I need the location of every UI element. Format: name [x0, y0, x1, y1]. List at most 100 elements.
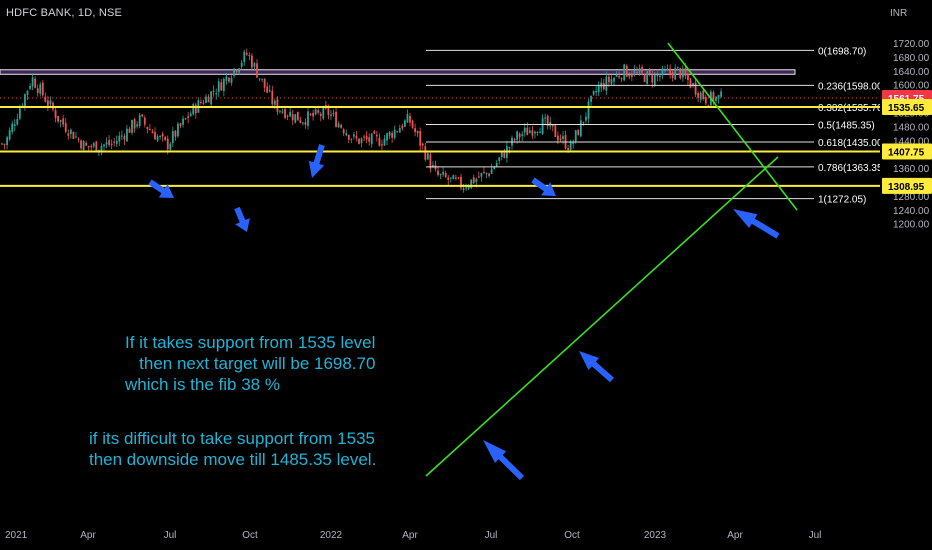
candle-body: [625, 65, 628, 77]
candle-body: [574, 130, 577, 142]
candle-body: [156, 136, 159, 141]
candle-body: [666, 69, 669, 71]
candle-body: [184, 118, 187, 120]
y-tick-label: 1680.00: [893, 53, 930, 64]
candle-body: [39, 84, 42, 94]
pointer-arrow: [148, 179, 174, 198]
note-downside: if its difficult to take support from 15…: [89, 429, 377, 469]
candle-body: [85, 142, 88, 146]
pointer-arrow: [483, 440, 525, 481]
candle-body: [363, 136, 365, 138]
candle-body: [439, 174, 442, 176]
fib-level-label: 0.382(1535.70): [818, 103, 886, 114]
candle-body: [442, 171, 445, 175]
candle-body: [166, 138, 169, 150]
candle-body: [360, 138, 363, 144]
candle-body: [618, 76, 620, 78]
candle-body: [704, 97, 707, 104]
candle-body: [375, 134, 378, 137]
candle-body: [717, 95, 720, 99]
candle-body: [268, 90, 271, 92]
candle-body: [488, 173, 490, 176]
candle-body: [605, 76, 608, 91]
candle-body: [120, 135, 123, 137]
candle-body: [539, 131, 541, 133]
candle-body: [113, 141, 116, 143]
candle-body: [398, 127, 401, 133]
candle-body: [220, 82, 223, 91]
candle-body: [702, 90, 705, 100]
candle-body: [26, 90, 29, 95]
resistance-zone: [0, 69, 796, 75]
candle-body: [720, 91, 722, 97]
candle-body: [108, 140, 110, 145]
candle-body: [444, 173, 447, 178]
candle-body: [286, 115, 289, 117]
candle-body: [347, 135, 350, 140]
candle-body: [391, 133, 394, 138]
candle-body: [409, 115, 411, 123]
candle-body: [646, 71, 649, 84]
candle-body: [64, 123, 67, 132]
candle-body: [416, 130, 419, 134]
candle-body: [562, 136, 564, 140]
candle-body: [110, 143, 113, 145]
candle-body: [602, 83, 605, 90]
candle-body: [143, 117, 146, 125]
candle-body: [233, 68, 235, 76]
candle-body: [623, 64, 626, 81]
candle-body: [187, 116, 190, 119]
candle-body: [513, 139, 516, 141]
x-tick-label: Jul: [485, 530, 498, 541]
candle-body: [679, 68, 682, 79]
candle-body: [620, 78, 623, 80]
candle-body: [174, 130, 177, 137]
candle-body: [508, 147, 511, 149]
candle-body: [164, 136, 167, 140]
candle-body: [470, 179, 473, 188]
candle-body: [169, 143, 172, 150]
candle-body: [378, 137, 381, 146]
candle-body: [205, 96, 207, 103]
descending-trendline: [667, 42, 798, 211]
y-tick-label: 1720.00: [893, 39, 930, 50]
candle-body: [518, 133, 521, 138]
candle-body: [457, 177, 460, 179]
candle-body: [641, 67, 643, 73]
candle-body: [676, 66, 679, 68]
candle-body: [13, 124, 16, 126]
candle-body: [133, 119, 136, 129]
candle-body: [528, 130, 531, 134]
candle-body: [90, 146, 93, 148]
fib-level-label: 1(1272.05): [818, 195, 866, 206]
candle-body: [381, 144, 383, 146]
candle-body: [161, 133, 164, 137]
candle-body: [396, 131, 399, 133]
candle-body: [281, 111, 284, 113]
candle-body: [253, 63, 256, 67]
candle-body: [587, 101, 590, 119]
candle-body: [633, 70, 636, 76]
candle-body: [62, 118, 65, 125]
candle-body: [694, 82, 697, 95]
y-tick-label: 1440.00: [893, 136, 930, 147]
candle-body: [154, 132, 156, 140]
x-tick-label: 2021: [5, 530, 28, 541]
y-tick-label: 1360.00: [893, 164, 930, 175]
candle-body: [460, 176, 462, 188]
candle-body: [498, 157, 501, 161]
candle-body: [590, 95, 592, 102]
candle-body: [674, 68, 677, 80]
candle-body: [126, 128, 128, 142]
candle-body: [296, 111, 299, 121]
candle-body: [608, 76, 610, 83]
candle-body: [294, 114, 297, 123]
fib-level-label: 0.786(1363.35): [818, 163, 886, 174]
candle-body: [261, 78, 263, 80]
candle-body: [49, 100, 52, 104]
candle-body: [687, 73, 689, 80]
candle-body: [477, 176, 480, 178]
candle-body: [557, 135, 559, 141]
candle-body: [200, 101, 202, 103]
